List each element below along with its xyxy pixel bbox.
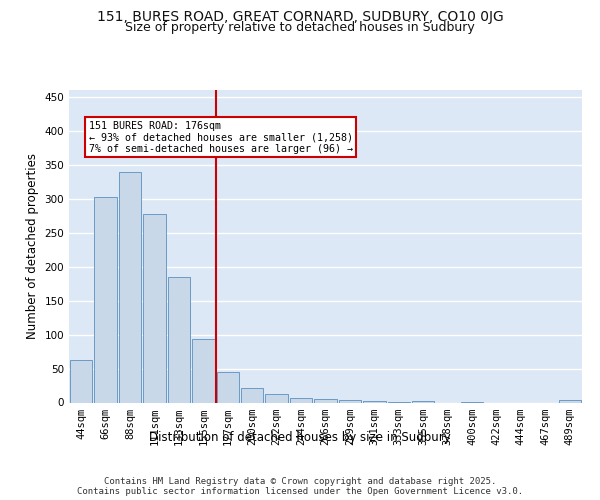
Bar [217,372,239,402]
Bar [94,198,117,402]
Bar [265,394,288,402]
Bar [241,388,263,402]
Bar [412,401,434,402]
Text: 151 BURES ROAD: 176sqm
← 93% of detached houses are smaller (1,258)
7% of semi-d: 151 BURES ROAD: 176sqm ← 93% of detached… [89,120,353,154]
Text: 151, BURES ROAD, GREAT CORNARD, SUDBURY, CO10 0JG: 151, BURES ROAD, GREAT CORNARD, SUDBURY,… [97,10,503,24]
Bar [119,172,142,402]
Bar [363,401,386,402]
Text: Size of property relative to detached houses in Sudbury: Size of property relative to detached ho… [125,21,475,34]
Bar [70,360,92,403]
Bar [167,277,190,402]
Bar [192,340,215,402]
Y-axis label: Number of detached properties: Number of detached properties [26,153,39,339]
Text: Distribution of detached houses by size in Sudbury: Distribution of detached houses by size … [149,431,451,444]
Bar [143,214,166,402]
Bar [314,399,337,402]
Bar [338,400,361,402]
Bar [559,400,581,402]
Text: Contains HM Land Registry data © Crown copyright and database right 2025.
Contai: Contains HM Land Registry data © Crown c… [77,476,523,496]
Bar [290,398,313,402]
